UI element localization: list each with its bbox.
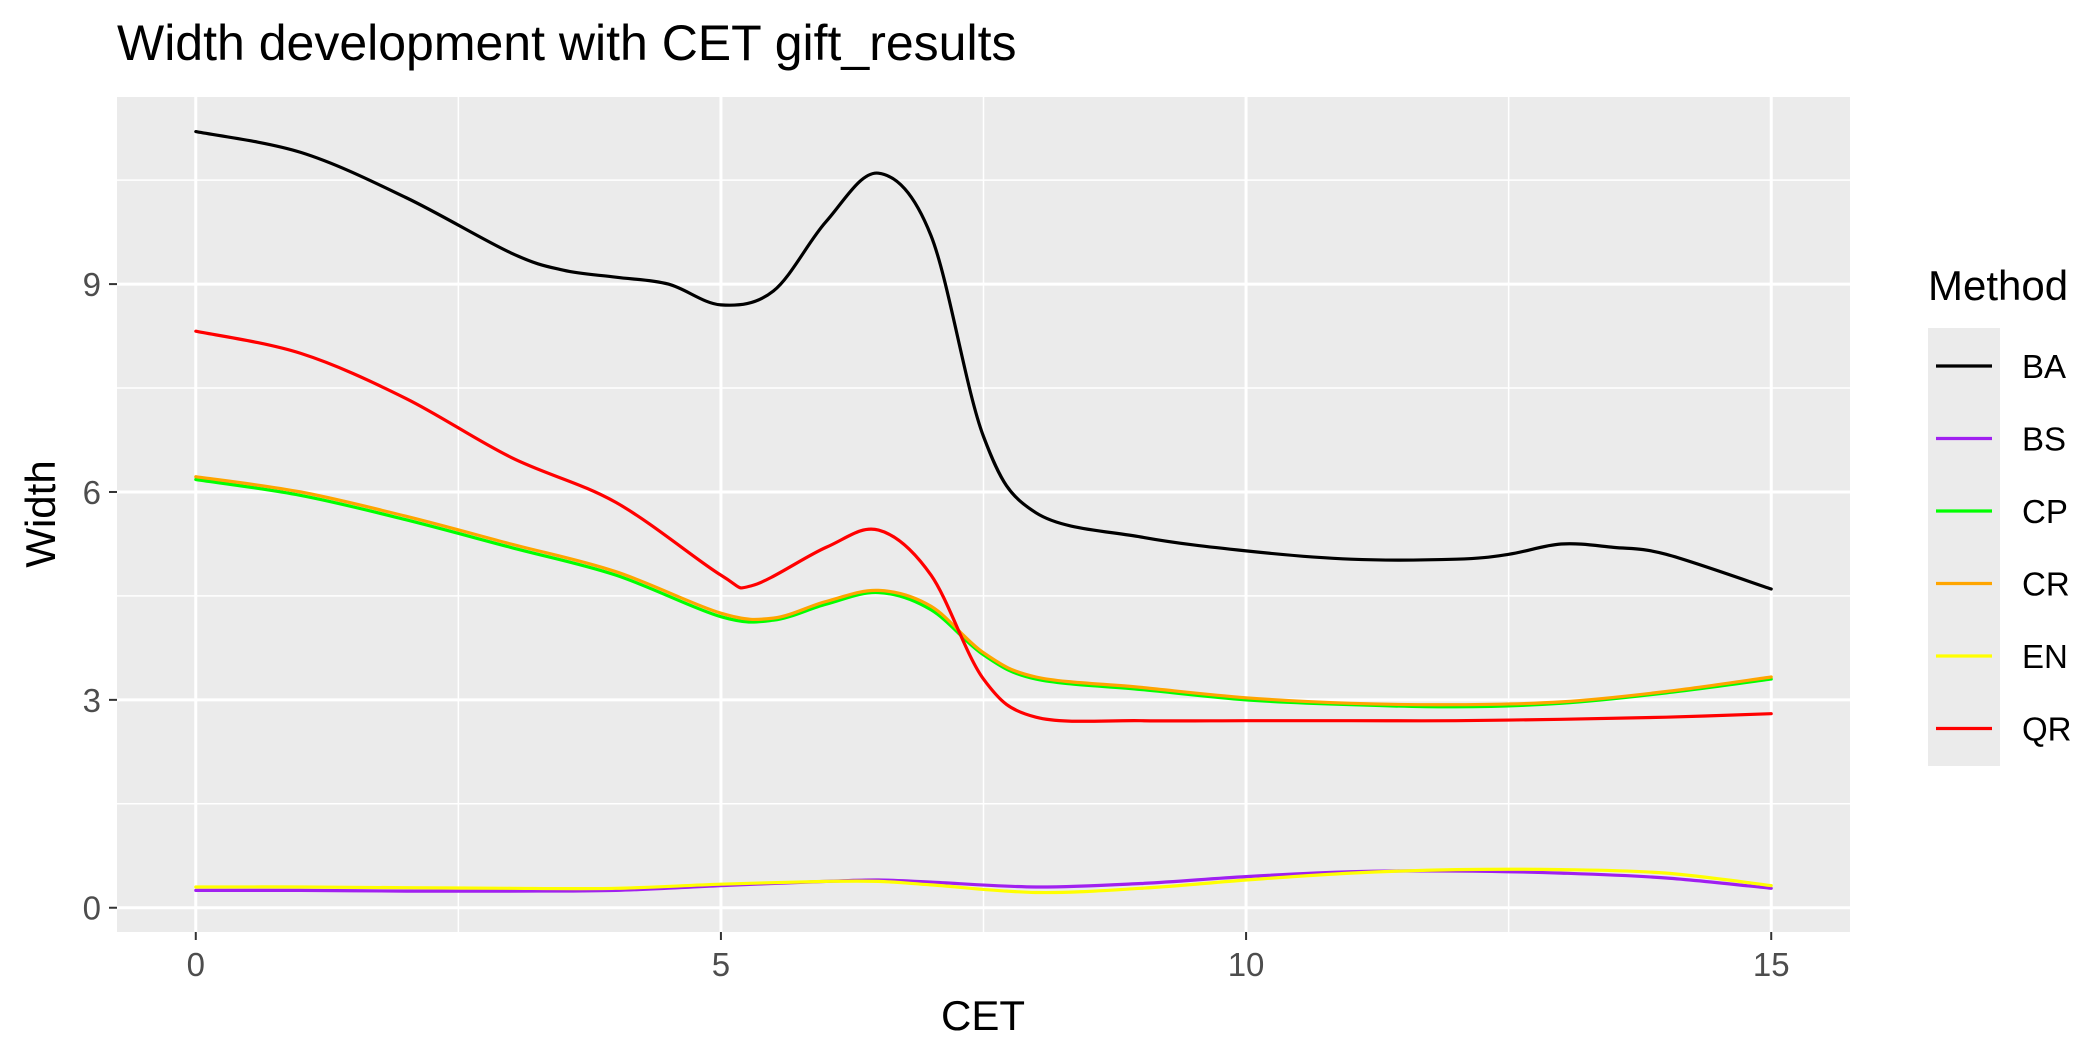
legend-label-ba: BA	[2022, 348, 2066, 385]
grid-minor	[117, 97, 1850, 932]
legend-label-cp: CP	[2022, 493, 2068, 530]
legend: BA BS CP CR EN QR	[1936, 348, 2072, 748]
series-line-cp	[194, 477, 1773, 709]
series-lines	[194, 130, 1773, 895]
x-axis-ticks: 0 5 10 15	[187, 932, 1790, 983]
y-tick-label: 6	[83, 474, 101, 511]
series-line-cr	[194, 475, 1773, 707]
legend-title: Method	[1928, 262, 2068, 309]
series-line-bs	[194, 869, 1773, 893]
series-line-en	[194, 867, 1773, 895]
y-tick-label: 0	[83, 890, 101, 927]
legend-label-cr: CR	[2022, 566, 2070, 603]
y-tick-label: 3	[83, 682, 101, 719]
grid-major	[117, 97, 1850, 932]
x-tick-label: 0	[187, 946, 205, 983]
y-tick-label: 9	[83, 266, 101, 303]
legend-label-bs: BS	[2022, 421, 2066, 458]
x-tick-label: 15	[1753, 946, 1790, 983]
legend-label-en: EN	[2022, 638, 2068, 675]
legend-label-qr: QR	[2022, 711, 2072, 748]
x-tick-label: 5	[712, 946, 730, 983]
y-axis-title: Width	[17, 460, 64, 567]
x-axis-title: CET	[941, 992, 1025, 1039]
y-axis-ticks: 0 3 6 9	[83, 266, 117, 927]
series-line-qr	[194, 329, 1773, 723]
legend-box	[1928, 328, 2000, 766]
x-tick-label: 10	[1228, 946, 1265, 983]
chart-title: Width development with CET gift_results	[117, 15, 1016, 71]
series-line-ba	[194, 130, 1773, 591]
